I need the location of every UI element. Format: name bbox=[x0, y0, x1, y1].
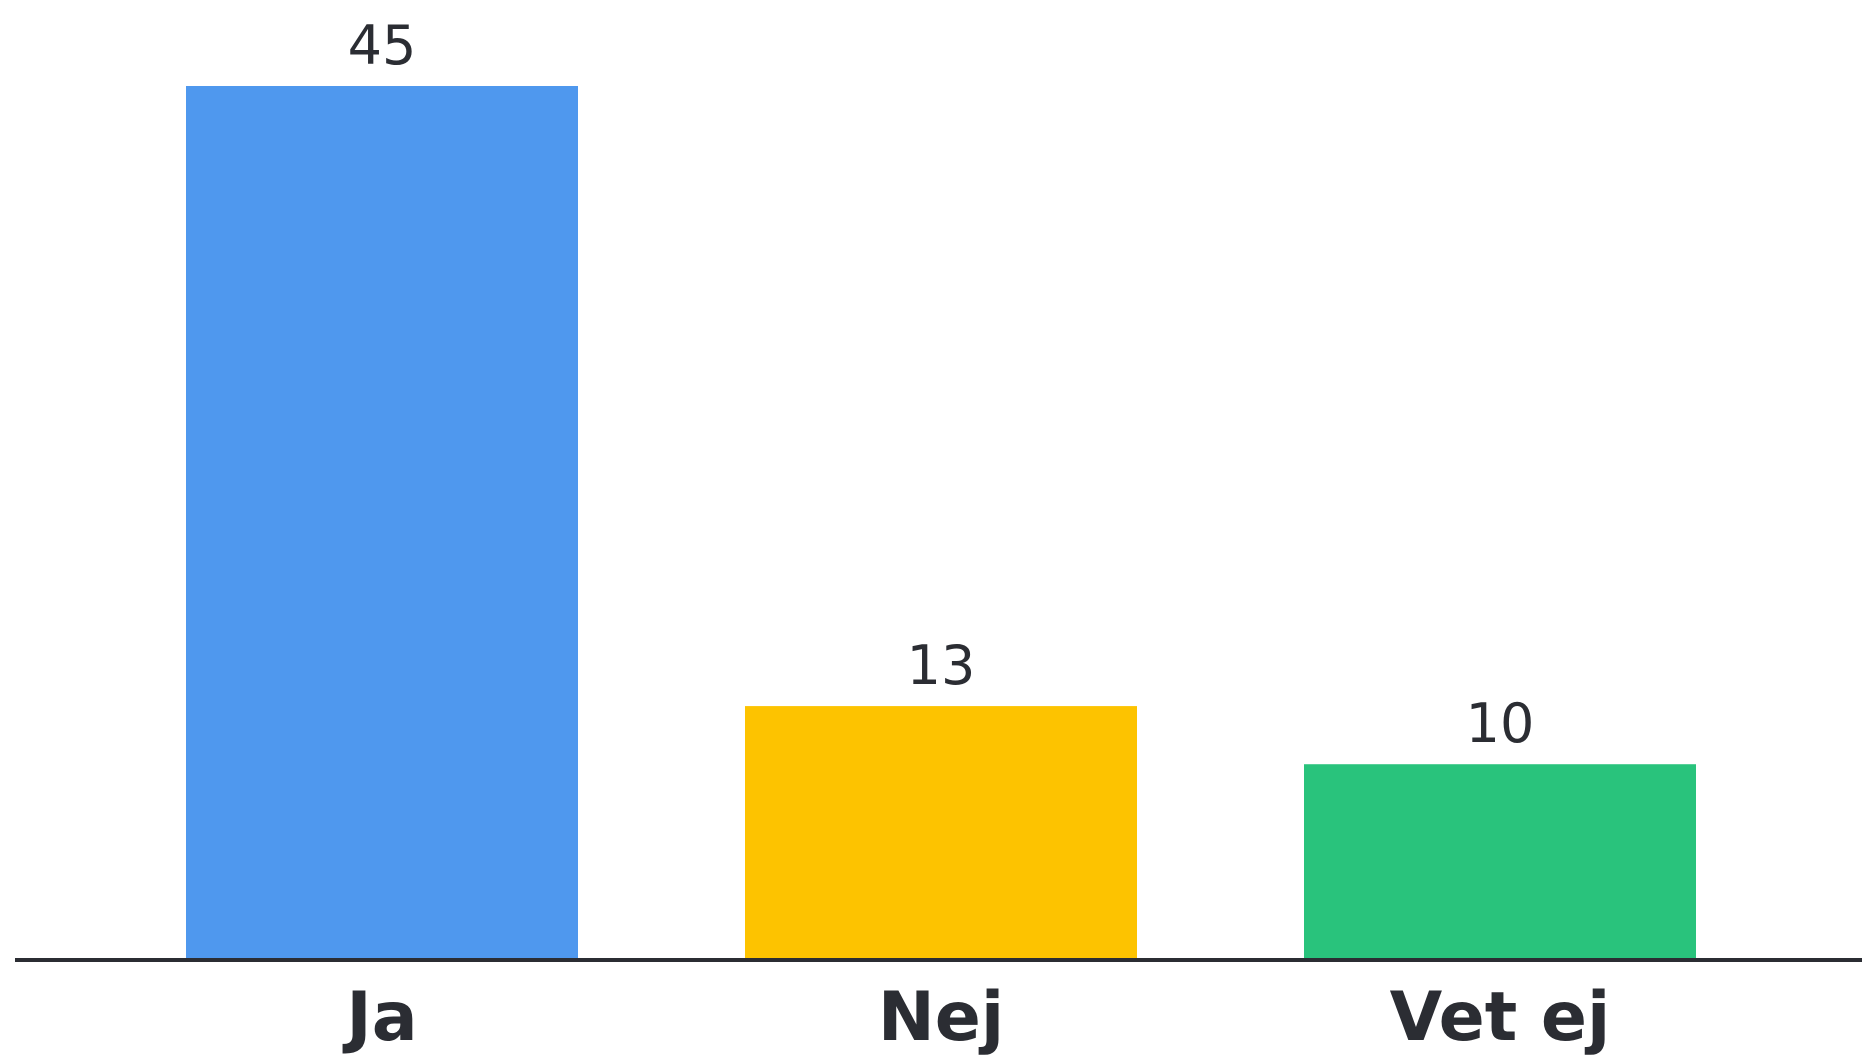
value-label-ja: 45 bbox=[348, 14, 417, 77]
bars-layer bbox=[186, 86, 1696, 958]
value-labels-layer: 45 13 10 bbox=[348, 14, 1535, 755]
bar-vet-ej bbox=[1304, 764, 1696, 958]
bar-nej bbox=[745, 706, 1137, 958]
bar-ja bbox=[186, 86, 578, 958]
category-label-ja: Ja bbox=[342, 978, 417, 1057]
value-label-nej: 13 bbox=[907, 634, 976, 697]
value-label-vet-ej: 10 bbox=[1466, 692, 1535, 755]
category-label-vet-ej: Vet ej bbox=[1390, 978, 1611, 1057]
category-label-nej: Nej bbox=[878, 978, 1004, 1057]
category-labels-layer: Ja Nej Vet ej bbox=[342, 978, 1610, 1057]
